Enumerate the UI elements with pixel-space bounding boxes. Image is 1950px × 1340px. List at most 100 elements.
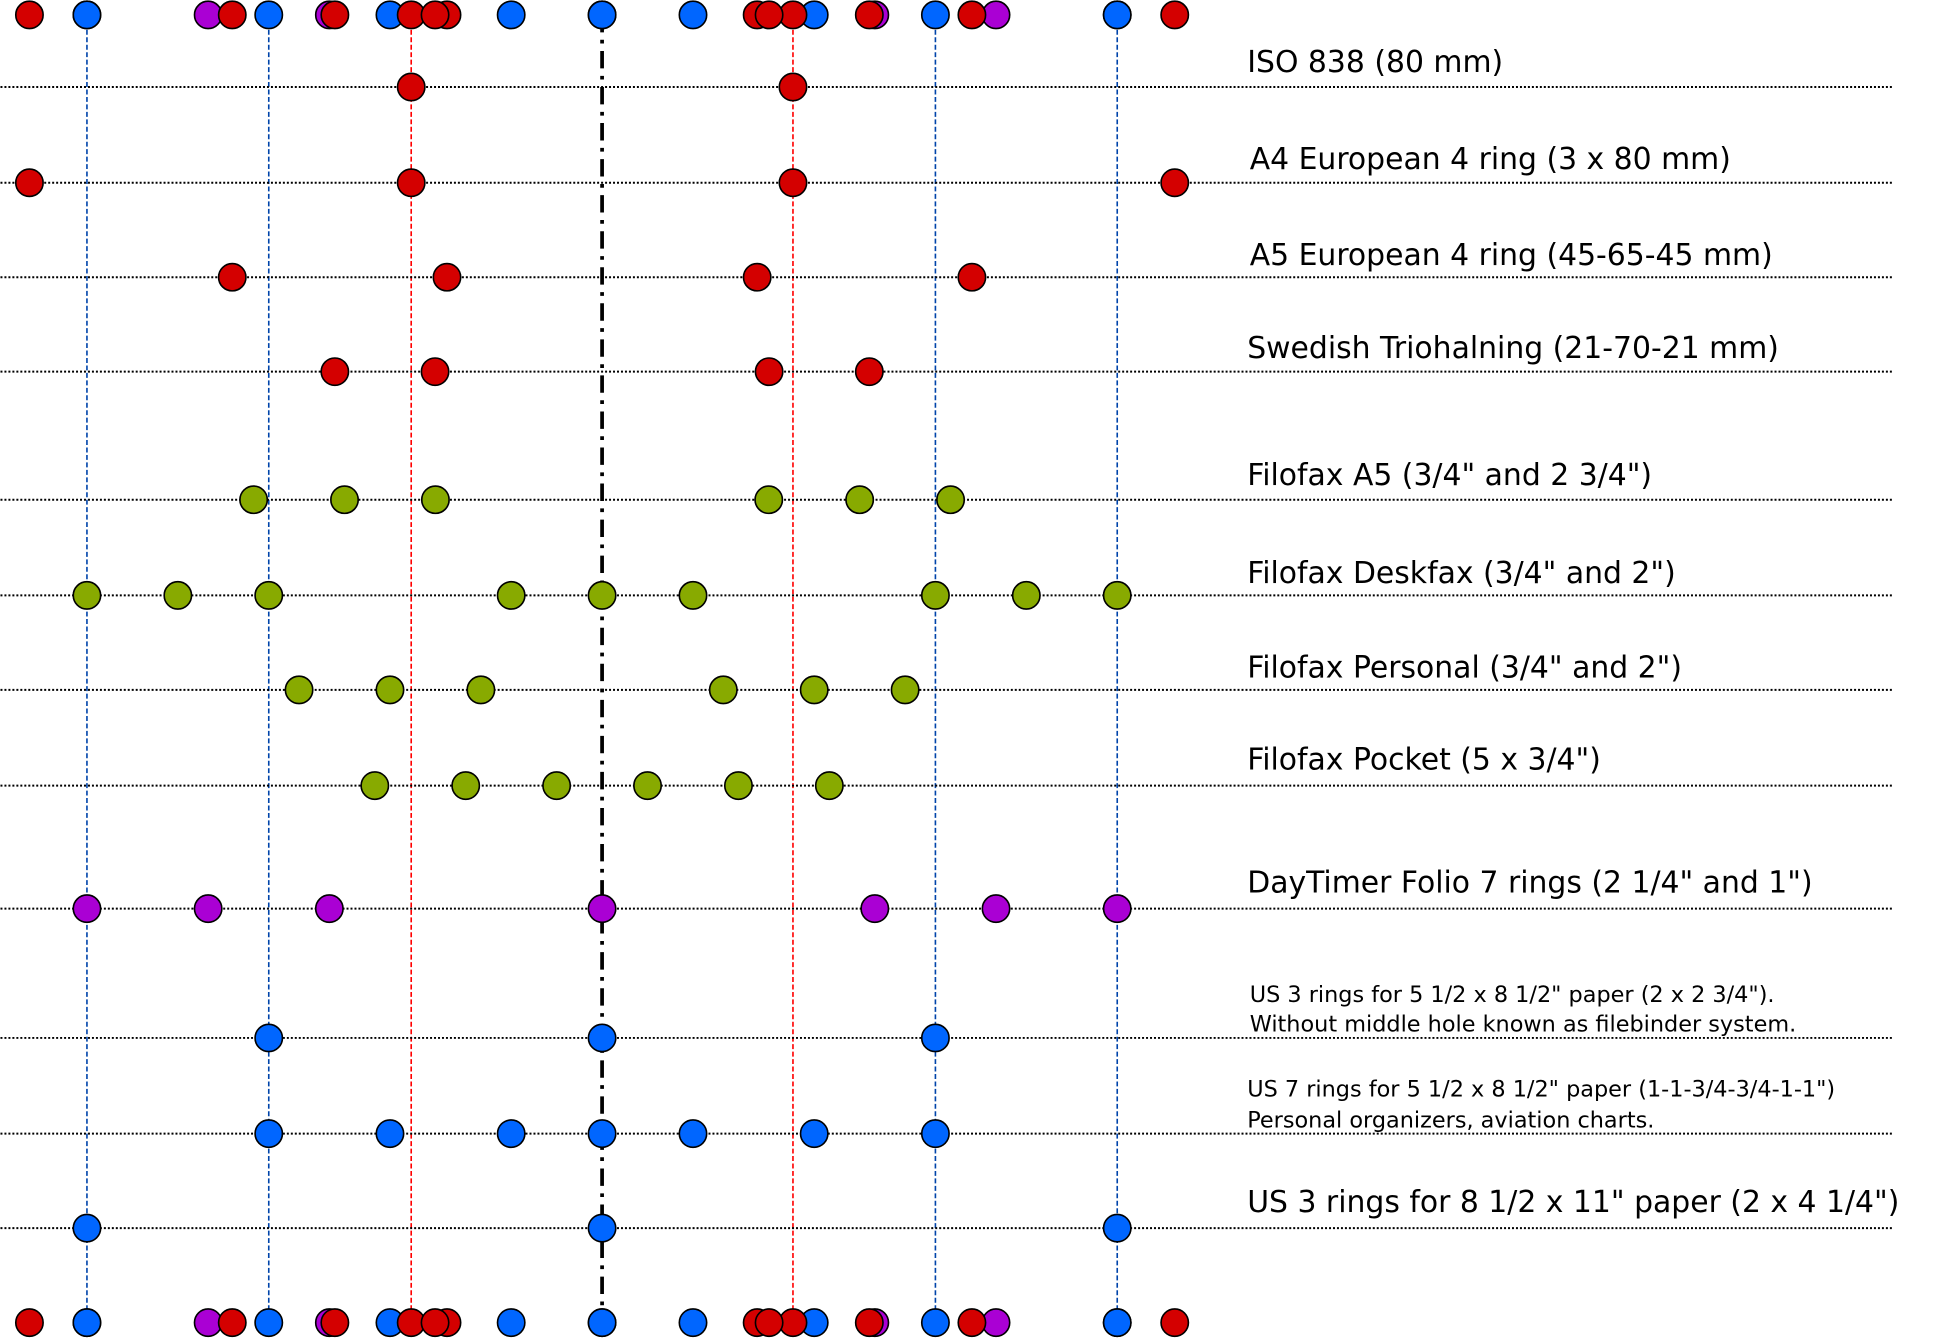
summary-hole-us: [587, 1308, 617, 1338]
summary-hole-us: [496, 0, 526, 30]
hole-filofax: [451, 771, 481, 801]
hole-filofax: [708, 675, 738, 705]
hole-filofax: [496, 580, 526, 610]
hole-filofax: [754, 485, 784, 515]
hole-us: [920, 1119, 950, 1149]
hole-filofax: [72, 580, 102, 610]
hole-iso: [854, 357, 884, 387]
hole-iso: [14, 168, 44, 198]
summary-hole-iso: [217, 1308, 247, 1338]
hole-filofax: [466, 675, 496, 705]
row-label: DayTimer Folio 7 rings (2 1/4" and 1"): [1247, 866, 1812, 901]
summary-hole-daytimer: [193, 0, 223, 30]
hole-filofax: [254, 580, 284, 610]
row-label: Swedish Triohalning (21-70-21 mm): [1247, 331, 1779, 366]
summary-hole-iso: [14, 1308, 44, 1338]
hole-filofax: [678, 580, 708, 610]
summary-hole-us: [254, 1308, 284, 1338]
hole-us: [587, 1023, 617, 1053]
hole-filofax: [330, 485, 359, 515]
hole-iso: [742, 262, 772, 292]
hole-us: [72, 1213, 102, 1243]
row-label: US 3 rings for 5 1/2 x 8 1/2" paper (2 x…: [1250, 982, 1775, 1008]
summary-hole-us: [920, 1308, 950, 1338]
summary-hole-iso: [320, 1308, 350, 1338]
row-label: A4 European 4 ring (3 x 80 mm): [1250, 142, 1731, 177]
row-label: US 7 rings for 5 1/2 x 8 1/2" paper (1-1…: [1247, 1076, 1835, 1102]
hole-filofax: [633, 771, 663, 801]
row-label: Without middle hole known as filebinder …: [1250, 1012, 1797, 1038]
summary-hole-iso: [1160, 0, 1190, 30]
hole-us: [587, 1213, 617, 1243]
hole-iso: [396, 168, 426, 198]
hole-filofax: [239, 485, 269, 515]
hole-iso: [778, 72, 808, 102]
hole-iso: [432, 262, 462, 292]
row-labels: ISO 838 (80 mm) A4 European 4 ring (3 x 8…: [1247, 45, 1899, 1220]
summary-hole-iso: [854, 1308, 884, 1338]
row-label: Filofax Personal (3/4" and 2"): [1247, 650, 1682, 685]
hole-filofax: [163, 580, 193, 610]
hole-daytimer: [587, 894, 617, 924]
summary-hole-iso: [957, 0, 987, 30]
hole-markers: [14, 0, 1190, 1338]
hole-filofax: [936, 485, 966, 515]
hole-filofax: [1102, 580, 1132, 610]
hole-iso: [217, 262, 247, 292]
summary-hole-iso: [1160, 1308, 1190, 1338]
hole-filofax: [890, 675, 920, 705]
hole-daytimer: [981, 894, 1011, 924]
hole-iso: [1160, 168, 1190, 198]
hole-us: [375, 1119, 405, 1149]
hole-us: [496, 1119, 526, 1149]
summary-hole-us: [587, 0, 617, 30]
row-label: Filofax Deskfax (3/4" and 2"): [1247, 556, 1676, 591]
hole-us: [587, 1119, 617, 1149]
hole-us: [1102, 1213, 1132, 1243]
summary-hole-daytimer: [981, 1308, 1011, 1338]
summary-hole-iso: [420, 0, 450, 30]
hole-filofax: [920, 580, 950, 610]
hole-us: [799, 1119, 829, 1149]
hole-filofax: [799, 675, 829, 705]
hole-filofax: [845, 485, 875, 515]
row-label: Filofax Pocket (5 x 3/4"): [1247, 742, 1601, 777]
summary-hole-iso: [754, 1308, 784, 1338]
summary-hole-iso: [320, 0, 350, 30]
row-label: US 3 rings for 8 1/2 x 11" paper (2 x 4 …: [1247, 1185, 1899, 1220]
hole-filofax: [420, 485, 450, 515]
hole-filofax: [542, 771, 572, 801]
summary-hole-us: [920, 0, 950, 30]
summary-hole-iso: [217, 0, 247, 30]
hole-filofax: [1011, 580, 1041, 610]
hole-filofax: [375, 675, 405, 705]
hole-iso: [778, 168, 808, 198]
summary-hole-us: [678, 1308, 708, 1338]
hole-daytimer: [314, 894, 344, 924]
hole-filofax: [723, 771, 753, 801]
hole-us: [678, 1119, 708, 1149]
summary-hole-iso: [420, 1308, 450, 1338]
summary-hole-iso: [754, 0, 784, 30]
hole-us: [254, 1119, 284, 1149]
summary-hole-iso: [854, 0, 884, 30]
summary-hole-iso: [14, 0, 44, 30]
hole-us: [920, 1023, 950, 1053]
hole-iso: [957, 262, 987, 292]
hole-filofax: [284, 675, 314, 705]
reference-guides: [86, 14, 1119, 1323]
hole-iso: [754, 357, 784, 387]
summary-hole-us: [72, 1308, 102, 1338]
summary-hole-us: [1102, 1308, 1132, 1338]
hole-daytimer: [1102, 894, 1132, 924]
hole-filofax: [360, 771, 390, 801]
summary-hole-iso: [957, 1308, 987, 1338]
hole-filofax: [587, 580, 617, 610]
summary-hole-us: [1102, 0, 1132, 30]
row-label: A5 European 4 ring (45-65-45 mm): [1250, 238, 1773, 273]
summary-hole-us: [254, 0, 284, 30]
summary-hole-us: [72, 0, 102, 30]
summary-hole-daytimer: [981, 0, 1011, 30]
hole-iso: [420, 357, 450, 387]
